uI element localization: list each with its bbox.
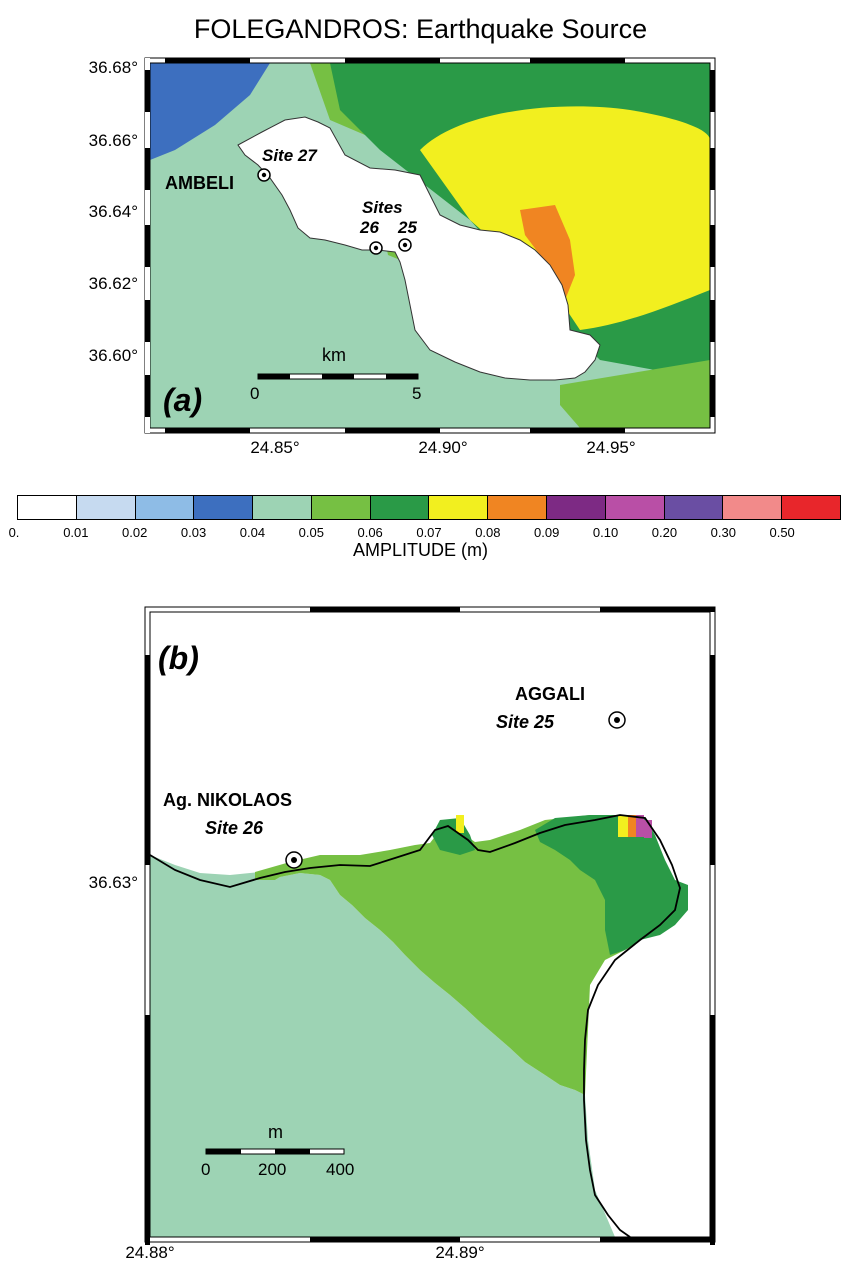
colorbar-tick: 0.09 [534,525,560,540]
colorbar-tick: 0.03 [180,525,207,540]
colorbar-tick: 0.08 [475,525,501,540]
colorbar-cell [18,496,76,519]
site-26-number: 26 [360,218,379,237]
lat-tick: 36.62° [88,274,138,293]
scale-tick-0: 0 [201,1160,211,1179]
colorbar-cell [487,496,547,519]
scale-tick-0: 0 [250,384,260,403]
lat-tick: 36.68° [88,58,138,77]
colorbar-tick: 0.20 [651,525,678,540]
lon-tick: 24.85° [250,438,300,457]
sites-label: Sites [362,198,403,217]
colorbar-tick: 0.07 [416,525,442,540]
colorbar-cell [722,496,782,519]
site-25-marker-b [608,711,626,729]
colorbar-tick: 0.01 [63,525,89,540]
lat-tick: 36.66° [88,131,138,150]
colorbar-tick: 0.05 [298,525,324,540]
scale-unit-m: m [268,1122,283,1142]
page-title: FOLEGANDROS: Earthquake Source [193,14,648,44]
site-25-label: Site 25 [496,712,555,732]
lat-tick: 36.60° [88,346,138,365]
panel-label-b: (b) [158,640,199,676]
colorbar-tick: 0.30 [710,525,736,540]
colorbar-cell [781,496,840,519]
colorbar [17,495,841,520]
colorbar-tick: 0.10 [592,525,619,540]
place-ambeli: AMBELI [165,173,234,193]
panel-label-a: (a) [163,382,203,418]
colorbar-ticks: 0. 0.01 0.02 0.03 0.04 0.05 0.06 0.07 0.08 0.09 0.… [0,525,841,541]
map-a-amplitude-field [150,63,710,428]
lon-tick: 24.95° [586,438,636,457]
colorbar-cell [75,496,135,519]
place-nikolaos: Ag. NIKOLAOS [163,790,292,810]
site-26-marker-b [285,851,303,869]
lat-tick: 36.64° [88,202,138,221]
folegandros-island [237,116,601,381]
colorbar-cell [193,496,253,519]
site-25-number: 25 [398,218,417,237]
site-26-marker [369,241,383,255]
map-a-scale-bar [257,373,419,380]
colorbar-cell [546,496,605,519]
colorbar-tick: 0.06 [357,525,383,540]
colorbar-tick: 0.02 [122,525,148,540]
colorbar-cell [310,496,370,519]
colorbar-cell [252,496,311,519]
coastline [150,814,681,1237]
map-b-amplitude-field [150,612,710,1237]
lon-tick: 24.89° [435,1243,485,1262]
site-26-label: Site 26 [205,818,264,838]
colorbar-tick: 0. [8,525,20,540]
colorbar-cell [604,496,664,519]
colorbar-cell [663,496,723,519]
colorbar-tick: 0.04 [239,525,266,540]
colorbar-cell [428,496,488,519]
colorbar-tick: 0.50 [769,525,795,540]
colorbar-cell [134,496,194,519]
lon-tick: 24.88° [125,1243,175,1262]
scale-tick-200: 200 [258,1160,287,1179]
scale-unit-km: km [322,345,346,365]
lon-tick: 24.90° [418,438,468,457]
colorbar-cell [369,496,429,519]
scale-tick-400: 400 [326,1160,355,1179]
site-27-marker [257,168,271,182]
site-25-marker [398,238,412,252]
scale-tick-5: 5 [412,384,422,403]
colorbar-label: AMPLITUDE (m) [353,540,488,560]
map-a [144,57,716,434]
map-b-border-ticks [145,607,715,1245]
place-aggali: AGGALI [515,684,585,704]
map-b-scale-bar [205,1148,345,1155]
site-27-label: Site 27 [262,146,317,165]
map-a-border-ticks [145,58,715,433]
lat-tick: 36.63° [88,873,138,892]
